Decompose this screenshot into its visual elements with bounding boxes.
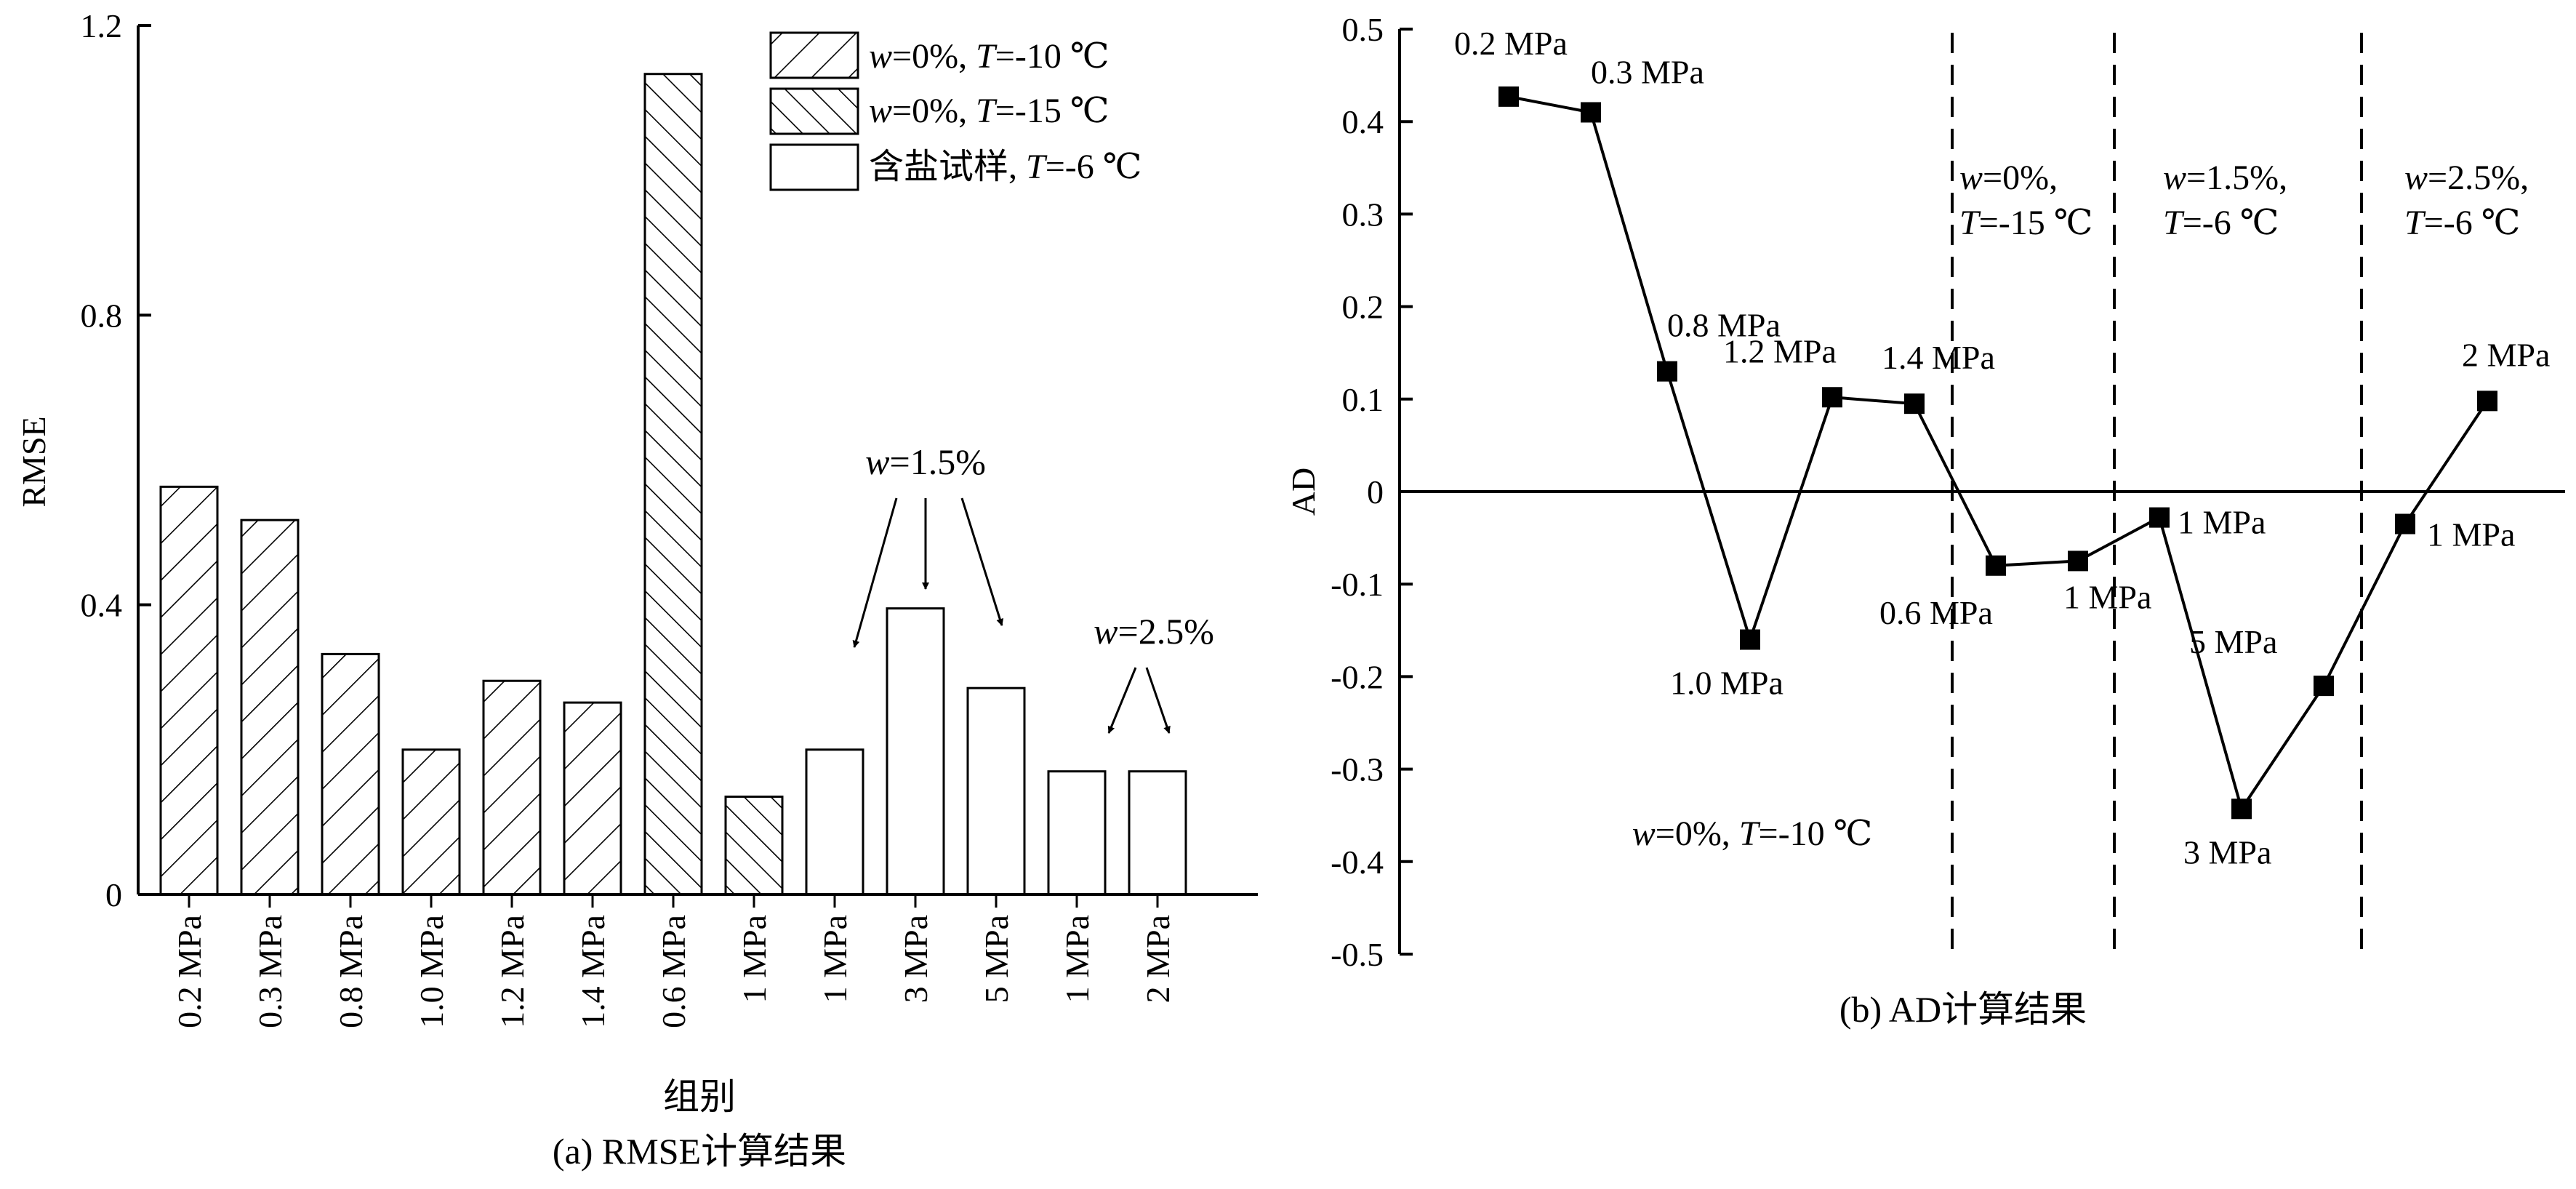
rmse-bar (886, 607, 945, 896)
rmse-bar (482, 679, 542, 896)
rmse-bar (1047, 770, 1107, 896)
rmse-y-tick-label: 0 (105, 876, 122, 913)
ad-data-point (2477, 391, 2497, 412)
ad-point-label: 1.2 MPa (1723, 332, 1837, 369)
arrow-w25-right (1145, 667, 1171, 734)
rmse-x-tick-label: 0.2 MPa (171, 915, 208, 1028)
arrow-w15-right (960, 497, 1004, 626)
rmse-y-tick-label: 0.8 (81, 297, 123, 334)
rmse-x-tick-label: 0.3 MPa (252, 915, 289, 1028)
ad-data-point (1657, 361, 1677, 382)
ad-data-point (1986, 555, 2006, 576)
rmse-y-tick-label: 0.4 (81, 587, 123, 624)
ad-point-label: 0.3 MPa (1591, 53, 1704, 90)
rmse-y-tick-label: 1.2 (81, 7, 123, 44)
region-label-w0-t15: w=0%, T=-15 ℃ (1959, 159, 2093, 242)
legend-label-w0-t15: w=0%, T=-15 ℃ (869, 92, 1110, 130)
legend-swatch-empty (769, 143, 859, 191)
ad-data-point (1740, 629, 1760, 650)
ad-data-point (2231, 798, 2252, 820)
rmse-y-ticks: 0 0.4 0.8 1.2 (81, 7, 151, 913)
rmse-bar (321, 652, 380, 896)
legend-label-w0-t10: w=0%, T=-10 ℃ (869, 37, 1110, 76)
ad-point-label: 0.2 MPa (1454, 25, 1568, 62)
rmse-bar (805, 748, 864, 896)
ad-data-point (1498, 86, 1519, 107)
annotation-w-2-5: w=2.5% (1094, 611, 1214, 652)
ad-y-tick-label: -0.3 (1331, 751, 1384, 788)
rmse-annotations: w=1.5% w=2.5% (852, 441, 1214, 734)
ad-y-tick-label: 0.2 (1342, 289, 1384, 326)
ad-point-label: 5 MPa (2189, 623, 2277, 660)
rmse-bar (240, 519, 300, 896)
ad-point-label: 2 MPa (2462, 336, 2550, 373)
rmse-x-tick-label: 3 MPa (897, 915, 934, 1003)
ad-region-labels: w=0%, T=-10 ℃ w=0%, T=-15 ℃ w=1.5%, T=-6 ℃… (1632, 159, 2529, 853)
ad-points: 0.2 MPa 0.3 MPa 0.8 MPa 1.0 MPa 1.2 MPa 1.4 M… (1454, 25, 2550, 870)
ad-data-point (2149, 507, 2170, 528)
rmse-x-tick-label: 1.2 MPa (494, 915, 531, 1028)
rmse-x-tick-label: 1 MPa (736, 915, 773, 1003)
ad-point-label: 1.4 MPa (1882, 339, 1995, 376)
ad-y-tick-label: 0.4 (1342, 103, 1384, 140)
arrow-w15-left (852, 497, 898, 648)
rmse-bar (1128, 770, 1187, 896)
rmse-x-tick-label: 5 MPa (978, 915, 1015, 1003)
arrow-w25-left (1107, 667, 1137, 734)
ad-y-tick-label: 0.3 (1342, 196, 1384, 233)
ad-data-point (2395, 513, 2415, 535)
rmse-bar (159, 485, 219, 896)
rmse-x-tick-label: 1.0 MPa (413, 915, 450, 1028)
rmse-bar (966, 686, 1026, 896)
rmse-bar (724, 796, 784, 896)
ad-chart: 0.5 0.4 0.3 0.2 0.1 0 -0.1 -0.2 -0.3 -0.4 -0.5 0.2… (1285, 11, 2565, 1030)
annotation-w-1-5: w=1.5% (865, 441, 986, 482)
rmse-bar (563, 701, 622, 896)
ad-y-tick-label: 0.5 (1342, 11, 1384, 48)
rmse-x-tick-label: 1.4 MPa (574, 915, 611, 1028)
rmse-legend: w=0%, T=-10 ℃ w=0%, T=-15 ℃ 含盐试样, T=-6 ℃ (769, 31, 1141, 191)
ad-point-label: 0.8 MPa (1667, 307, 1781, 344)
ad-chart-title: (b) AD计算结果 (1839, 989, 2087, 1030)
legend-swatch-hatch-forward (769, 31, 859, 79)
ad-point-label: 0.6 MPa (1879, 594, 1993, 631)
ad-point-label: 1.0 MPa (1670, 665, 1783, 702)
rmse-bar (401, 748, 461, 896)
rmse-chart: 0 0.4 0.8 1.2 0.2 MPa 0.3 MPa 0.8 MPa 1.0 MPa 1… (15, 7, 1258, 1172)
region-label-w25-t6: w=2.5%, T=-6 ℃ (2404, 159, 2529, 242)
ad-point-label: 1 MPa (2063, 578, 2151, 615)
ad-y-tick-label: -0.4 (1331, 844, 1384, 881)
rmse-chart-title: (a) RMSE计算结果 (553, 1131, 846, 1172)
rmse-x-tick-label: 2 MPa (1139, 915, 1176, 1003)
ad-data-point (1822, 387, 1842, 408)
region-label-w0-t10: w=0%, T=-10 ℃ (1632, 814, 1873, 853)
ad-data-point (2314, 676, 2334, 697)
rmse-x-axis-label: 组别 (663, 1076, 736, 1117)
ad-y-axis-label: AD (1285, 468, 1322, 516)
rmse-x-tick-label: 1 MPa (816, 915, 854, 1003)
region-label-w15-t6: w=1.5%, T=-6 ℃ (2163, 159, 2287, 242)
ad-data-point (2068, 551, 2088, 572)
rmse-x-tick-label: 1 MPa (1059, 915, 1096, 1003)
rmse-x-tick-label: 0.6 MPa (655, 915, 692, 1028)
legend-swatch-hatch-back (769, 87, 859, 135)
legend-label-salt: 含盐试样, T=-6 ℃ (869, 148, 1141, 186)
ad-y-tick-label: -0.1 (1331, 566, 1384, 603)
rmse-bars (159, 73, 1187, 896)
ad-y-tick-label: -0.2 (1331, 658, 1384, 695)
ad-y-tick-label: -0.5 (1331, 936, 1384, 973)
rmse-x-tick-label: 0.8 MPa (332, 915, 369, 1028)
ad-data-point (1581, 102, 1601, 123)
rmse-bar (643, 73, 703, 896)
ad-y-tick-label: 0.1 (1342, 381, 1384, 418)
ad-point-label: 3 MPa (2183, 833, 2271, 870)
ad-data-point (1904, 393, 1925, 415)
rmse-x-ticks: 0.2 MPa 0.3 MPa 0.8 MPa 1.0 MPa 1.2 MPa 1.4 M… (171, 894, 1176, 1028)
ad-point-label: 1 MPa (2178, 504, 2266, 541)
rmse-y-axis-label: RMSE (15, 416, 52, 507)
ad-y-ticks: 0.5 0.4 0.3 0.2 0.1 0 -0.1 -0.2 -0.3 -0.4 -0.5 (1331, 11, 1413, 973)
ad-y-tick-label: 0 (1367, 473, 1384, 511)
ad-point-label: 1 MPa (2427, 516, 2515, 553)
